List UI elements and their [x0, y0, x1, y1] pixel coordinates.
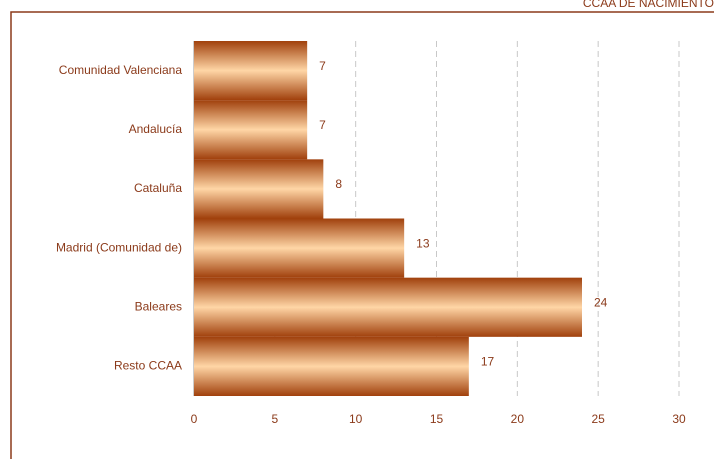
x-tick-label: 10 — [349, 412, 363, 426]
value-label: 8 — [335, 177, 342, 191]
y-tick-label: Andalucía — [129, 122, 183, 136]
y-tick-label: Cataluña — [134, 181, 182, 195]
bar — [194, 336, 469, 396]
value-label: 7 — [319, 59, 326, 73]
value-label: 13 — [416, 236, 430, 250]
x-tick-label: 15 — [430, 412, 444, 426]
value-label: 24 — [594, 295, 608, 309]
y-tick-label: Madrid (Comunidad de) — [56, 240, 182, 254]
chart-title: CCAA DE NACIMIENTO — [583, 0, 714, 10]
frame — [10, 11, 714, 459]
x-tick-label: 25 — [591, 412, 605, 426]
bar — [194, 100, 308, 160]
y-tick-label: Baleares — [135, 299, 182, 313]
value-label: 7 — [319, 118, 326, 132]
x-tick-label: 20 — [511, 412, 525, 426]
bar — [194, 41, 308, 101]
y-tick-label: Comunidad Valenciana — [59, 63, 183, 77]
x-tick-label: 0 — [191, 412, 198, 426]
x-tick-label: 5 — [271, 412, 278, 426]
y-tick-label: Resto CCAA — [114, 359, 182, 373]
x-tick-label: 30 — [672, 412, 686, 426]
bar — [194, 218, 405, 278]
value-label: 17 — [481, 355, 495, 369]
bar — [194, 277, 582, 337]
bar — [194, 159, 324, 219]
